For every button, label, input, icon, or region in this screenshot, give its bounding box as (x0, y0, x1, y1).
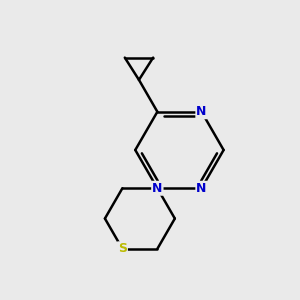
Text: N: N (196, 182, 207, 195)
Text: N: N (196, 105, 207, 118)
Text: S: S (118, 242, 127, 255)
Text: N: N (152, 182, 163, 195)
